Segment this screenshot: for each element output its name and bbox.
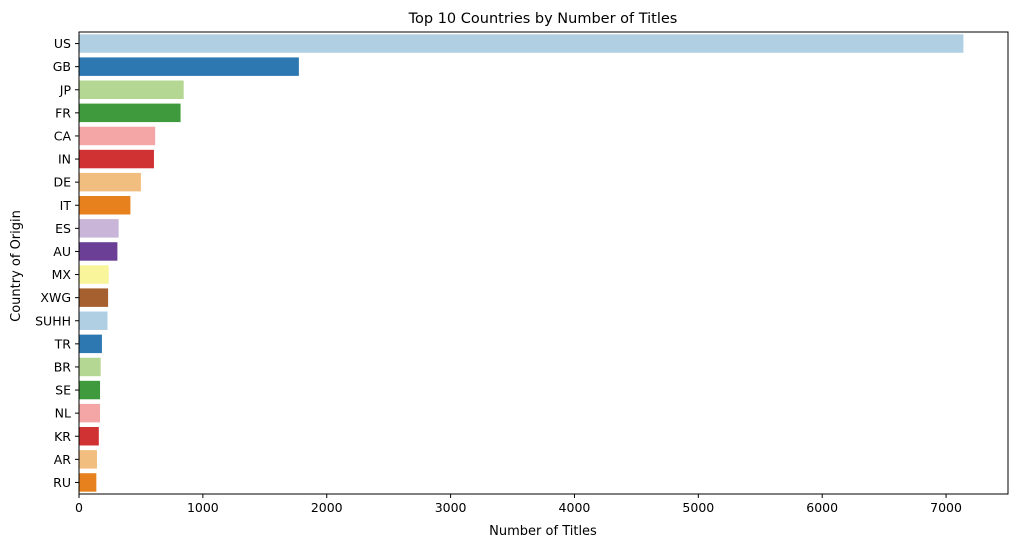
y-tick-label: IN: [58, 152, 71, 167]
x-axis-label: Number of Titles: [489, 524, 597, 539]
y-tick-label: SE: [55, 383, 71, 398]
x-tick-label: 0: [75, 500, 83, 515]
bar-se: [79, 380, 101, 400]
bar-it: [79, 196, 131, 215]
y-tick-label: JP: [59, 82, 72, 97]
y-tick-label: DE: [53, 175, 71, 190]
bar-nl: [79, 403, 101, 423]
bar-us: [79, 34, 964, 53]
y-tick-label: RU: [53, 475, 71, 490]
bar-br: [79, 357, 101, 377]
y-tick-label: BR: [54, 359, 72, 374]
y-axis-label: Country of Origin: [9, 210, 24, 322]
y-axis-ticks: US GB JP FR CA IN DE IT ES AU MX XWG SUHH TR BR SE NL KR A…: [35, 36, 79, 490]
x-tick-label: 2000: [311, 500, 343, 515]
x-tick-label: 1000: [187, 500, 219, 515]
chart-title: Top 10 Countries by Number of Titles: [408, 11, 678, 27]
bar-jp: [79, 80, 184, 99]
bar-ar: [79, 450, 97, 469]
bar-fr: [79, 103, 181, 123]
x-tick-label: 4000: [559, 500, 591, 515]
y-tick-label: IT: [60, 198, 72, 213]
y-tick-label: SUHH: [35, 313, 71, 328]
y-tick-label: XWG: [40, 290, 71, 305]
y-tick-label: AU: [53, 244, 71, 259]
bar-suhh: [79, 311, 108, 330]
bar-in: [79, 149, 154, 169]
x-axis-ticks: 0 1000 2000 3000 4000 5000 6000 7000: [75, 494, 962, 515]
bar-kr: [79, 427, 99, 446]
plot-frame: [78, 31, 1009, 495]
x-tick-label: 7000: [930, 500, 962, 515]
y-tick-label: GB: [53, 59, 71, 74]
bar-ru: [79, 473, 97, 492]
y-tick-label: MX: [52, 267, 72, 282]
bar-gb: [79, 57, 299, 76]
bar-ca: [79, 126, 156, 146]
bar-mx: [79, 265, 109, 284]
bar-au: [79, 242, 118, 261]
y-tick-label: ES: [55, 221, 71, 236]
y-tick-label: CA: [54, 128, 72, 143]
y-tick-label: KR: [54, 429, 71, 444]
y-tick-label: NL: [55, 406, 71, 421]
bar-xwg: [79, 288, 109, 307]
y-tick-label: FR: [55, 105, 71, 120]
bar-tr: [79, 334, 102, 354]
bar-es: [79, 219, 119, 238]
y-tick-label: TR: [54, 336, 72, 351]
y-tick-label: AR: [54, 452, 72, 467]
y-tick-label: US: [54, 36, 71, 51]
x-tick-label: 6000: [806, 500, 838, 515]
x-tick-label: 5000: [682, 500, 714, 515]
bars: [79, 34, 964, 492]
bar-de: [79, 172, 141, 192]
x-tick-label: 3000: [435, 500, 467, 515]
